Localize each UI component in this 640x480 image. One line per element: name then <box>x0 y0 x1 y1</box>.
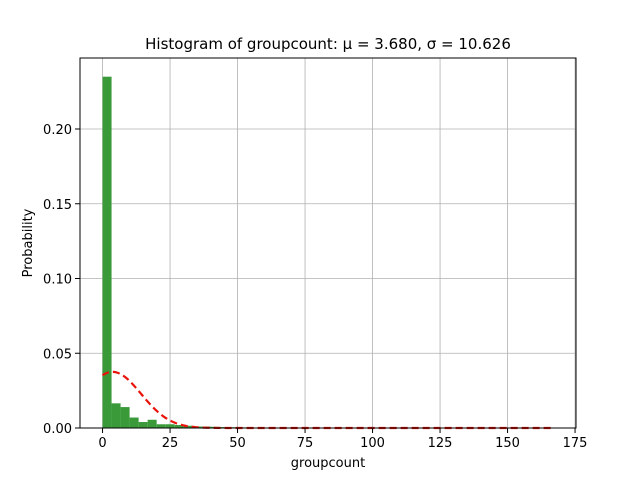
histogram-bar <box>156 424 166 428</box>
histogram-bar <box>165 424 175 428</box>
histogram-bar <box>120 407 130 428</box>
histogram-bar <box>129 417 139 428</box>
x-tick-label: 125 <box>428 436 453 451</box>
x-tick-label: 150 <box>495 436 520 451</box>
x-tick-label: 175 <box>563 436 588 451</box>
y-tick-label: 0.10 <box>43 273 72 288</box>
y-axis-ticks: 0.00 0.05 0.10 0.15 0.20 <box>43 123 80 437</box>
chart-title-main: Histogram of groupcount <box>145 35 333 53</box>
x-axis-label: groupcount <box>291 456 365 471</box>
chart-title: Histogram of groupcount: μ = 3.680, σ = … <box>145 35 511 53</box>
x-axis-ticks: 0 25 50 75 100 125 150 175 <box>98 428 587 451</box>
chart-title-math: : μ = 3.680, σ = 10.626 <box>333 35 511 53</box>
y-tick-label: 0.00 <box>43 422 72 437</box>
histogram-bar <box>111 403 121 428</box>
y-tick-label: 0.20 <box>43 123 72 138</box>
y-tick-label: 0.05 <box>43 347 72 362</box>
x-tick-label: 75 <box>297 436 314 451</box>
y-axis-label: Probability <box>21 208 36 277</box>
histogram-bar <box>138 422 148 428</box>
x-tick-label: 0 <box>98 436 106 451</box>
x-tick-label: 50 <box>229 436 246 451</box>
histogram-bar <box>174 425 184 428</box>
histogram-bar <box>102 76 112 429</box>
plot-frame <box>79 57 577 429</box>
x-tick-label: 25 <box>162 436 179 451</box>
y-tick-label: 0.15 <box>43 198 72 213</box>
grid-lines <box>80 58 576 429</box>
histogram-bar <box>147 419 157 428</box>
x-tick-label: 100 <box>360 436 385 451</box>
histogram-bar <box>183 425 193 428</box>
